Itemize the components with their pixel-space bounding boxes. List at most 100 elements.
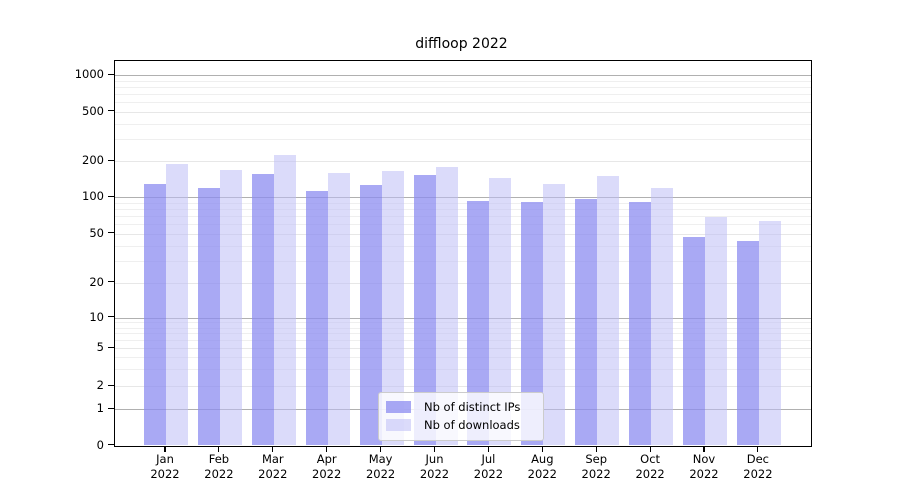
y-tick-label: 1	[96, 401, 104, 415]
x-tick-label: Apr 2022	[297, 452, 357, 482]
x-tick-mark	[595, 445, 597, 452]
y-tick-mark	[107, 232, 114, 234]
gridline-minor	[114, 327, 811, 329]
bar-distinct-ips	[467, 200, 490, 446]
x-tick-mark	[433, 445, 436, 452]
x-tick-year: 2022	[258, 467, 288, 481]
x-tick-month: Dec	[746, 452, 770, 466]
legend-swatch-distinct-ips-icon	[386, 401, 411, 413]
gridline-minor	[114, 322, 811, 324]
x-tick-year: 2022	[743, 467, 773, 481]
gridline-minor	[114, 260, 811, 262]
x-tick-year: 2022	[365, 467, 396, 481]
bar-distinct-ips	[736, 240, 759, 446]
legend-item-distinct-ips: Nb of distinct IPs	[386, 398, 535, 416]
y-tick-mark	[107, 346, 114, 348]
y-tick-label: 10	[89, 309, 104, 324]
y-tick-label: 100	[82, 189, 104, 203]
x-tick-label: Mar 2022	[243, 452, 303, 482]
bar-distinct-ips	[359, 185, 382, 446]
y-tick-mark	[107, 73, 114, 75]
bar-distinct-ips	[683, 236, 705, 446]
gridline	[114, 317, 811, 319]
legend-item-downloads: Nb of downloads	[386, 416, 535, 434]
bar-distinct-ips	[305, 191, 328, 446]
bar-downloads	[435, 167, 458, 446]
x-tick-mark	[541, 445, 543, 452]
y-tick-mark	[107, 316, 114, 318]
x-tick-month: Feb	[208, 452, 230, 466]
gridline-minor	[114, 245, 811, 247]
x-tick-label: Sep 2022	[566, 452, 626, 482]
gridline-minor	[114, 333, 811, 335]
x-tick-mark	[380, 445, 382, 452]
bar-downloads	[327, 172, 350, 446]
legend-label-downloads: Nb of downloads	[424, 418, 520, 432]
x-tick-month: Aug	[531, 452, 554, 466]
gridline-minor	[114, 202, 811, 204]
y-tick-mark	[107, 159, 114, 161]
y-tick-mark	[107, 195, 114, 197]
bar-distinct-ips	[629, 201, 652, 446]
bar-downloads	[651, 188, 674, 446]
x-tick-year: 2022	[150, 467, 180, 481]
x-tick-mark	[487, 445, 489, 452]
y-tick-mark	[107, 407, 114, 409]
y-tick-label: 1000	[74, 67, 104, 81]
y-tick-mark	[107, 384, 114, 386]
bar-downloads	[758, 220, 781, 446]
x-tick-label: Jan 2022	[135, 452, 195, 482]
y-tick-mark	[107, 444, 114, 446]
gridline	[114, 348, 811, 350]
y-tick-mark	[107, 281, 114, 283]
bar-downloads	[219, 170, 242, 446]
x-tick-year: 2022	[419, 467, 450, 481]
bar-distinct-ips	[413, 175, 436, 446]
x-tick-mark	[649, 445, 651, 452]
gridline	[114, 233, 811, 235]
bar-distinct-ips	[521, 201, 544, 446]
y-tick-label: 0	[96, 437, 104, 452]
gridline	[114, 161, 811, 162]
x-tick-mark	[218, 445, 220, 452]
x-tick-mark	[272, 445, 274, 452]
x-tick-month: Sep	[585, 452, 608, 466]
gridline-minor	[114, 357, 811, 359]
x-tick-label: Nov 2022	[674, 452, 734, 482]
gridline-minor	[114, 102, 811, 104]
x-tick-month: Apr	[316, 452, 337, 466]
gridline	[114, 282, 811, 284]
gridline	[114, 111, 811, 113]
gridline-minor	[114, 123, 811, 125]
bar-downloads	[273, 154, 296, 446]
x-tick-year: 2022	[473, 467, 504, 481]
gridline-minor	[114, 224, 811, 226]
y-tick-label: 200	[82, 153, 104, 167]
bar-downloads	[381, 170, 404, 446]
x-tick-year: 2022	[312, 467, 342, 481]
y-tick-label: 5	[96, 340, 104, 355]
x-tick-year: 2022	[581, 467, 611, 481]
y-tick-label: 2	[96, 378, 104, 392]
y-tick-label: 50	[89, 225, 104, 240]
bar-distinct-ips	[575, 199, 598, 446]
gridline-minor	[114, 139, 811, 141]
x-tick-year: 2022	[689, 467, 719, 481]
x-tick-month: May	[368, 452, 393, 466]
y-tick-label: 500	[82, 103, 104, 118]
x-tick-year: 2022	[204, 467, 234, 481]
bar-downloads	[166, 163, 188, 446]
x-tick-mark	[164, 445, 166, 452]
legend-label-distinct-ips: Nb of distinct IPs	[424, 400, 521, 414]
bar-distinct-ips	[144, 184, 166, 446]
x-tick-mark	[703, 445, 705, 452]
x-tick-label: Jul 2022	[458, 452, 518, 482]
x-tick-month: Jan	[156, 452, 174, 466]
chart-title: diffloop 2022	[415, 36, 508, 52]
x-tick-month: Oct	[640, 452, 661, 466]
bar-downloads	[597, 175, 620, 446]
x-tick-month: Jul	[481, 452, 496, 466]
x-tick-label: May 2022	[351, 452, 411, 482]
x-tick-month: Nov	[692, 452, 716, 466]
